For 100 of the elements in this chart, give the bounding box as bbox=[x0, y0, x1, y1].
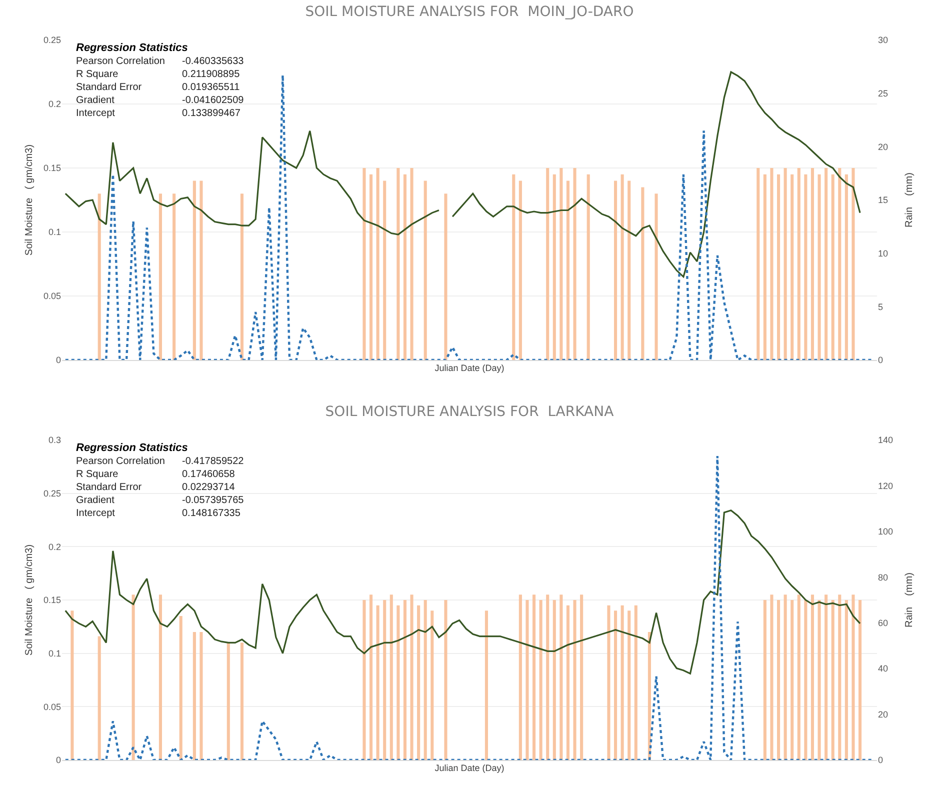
bar bbox=[403, 600, 407, 760]
bar bbox=[430, 610, 434, 760]
annotation: R Square bbox=[76, 69, 119, 80]
bar bbox=[784, 594, 787, 760]
bar bbox=[641, 187, 644, 360]
y-tick-label: 0.15 bbox=[43, 163, 61, 174]
bar bbox=[546, 594, 550, 760]
bar bbox=[226, 642, 230, 760]
y-tick-label: 0 bbox=[56, 355, 61, 366]
y2-tick-label: 20 bbox=[878, 709, 888, 720]
annotation: 0.02293714 bbox=[182, 482, 236, 493]
bar bbox=[620, 605, 624, 760]
bar bbox=[844, 174, 848, 360]
bar bbox=[763, 600, 766, 760]
bar bbox=[192, 180, 196, 360]
bar bbox=[776, 174, 780, 360]
bar bbox=[790, 174, 794, 360]
y2-tick-label: 120 bbox=[878, 480, 894, 491]
y2-tick-label: 20 bbox=[878, 142, 888, 152]
bar bbox=[784, 168, 787, 360]
bar bbox=[132, 594, 135, 760]
bar bbox=[810, 594, 814, 760]
bar bbox=[797, 168, 800, 360]
y-axis-title: Soil Moisture ( gm/cm3) bbox=[24, 144, 35, 256]
y2-tick-label: 30 bbox=[878, 35, 888, 46]
bar bbox=[552, 174, 556, 360]
bar bbox=[240, 194, 244, 360]
bar bbox=[369, 174, 373, 360]
bar bbox=[396, 605, 400, 760]
bar bbox=[526, 600, 529, 760]
chart-title: SOIL MOISTURE ANALYSIS FOR LARKANA bbox=[325, 404, 614, 420]
bar bbox=[818, 174, 821, 360]
bar bbox=[539, 600, 542, 760]
bar bbox=[824, 168, 828, 360]
bar bbox=[654, 194, 658, 360]
bar bbox=[818, 600, 821, 760]
bar bbox=[838, 594, 842, 760]
bar bbox=[403, 174, 407, 360]
bar bbox=[614, 610, 618, 760]
bar bbox=[763, 174, 766, 360]
bar bbox=[70, 610, 74, 760]
bar bbox=[158, 594, 162, 760]
y2-tick-label: 40 bbox=[878, 664, 888, 674]
bar bbox=[200, 180, 203, 360]
bar bbox=[390, 594, 393, 760]
bar bbox=[200, 632, 203, 760]
annotation: 0.211908895 bbox=[182, 69, 240, 80]
y-tick-label: 0 bbox=[56, 755, 61, 766]
annotation: R Square bbox=[76, 469, 119, 480]
bar bbox=[838, 168, 842, 360]
bar bbox=[566, 605, 570, 760]
bar bbox=[831, 600, 834, 760]
y-tick-label: 0.3 bbox=[48, 435, 61, 446]
y2-tick-label: 0 bbox=[878, 355, 884, 366]
bar bbox=[852, 594, 855, 760]
bar bbox=[444, 600, 448, 760]
bar bbox=[844, 600, 848, 760]
y2-axis-title: Rain (mm) bbox=[904, 172, 915, 228]
bar bbox=[518, 594, 522, 760]
bar bbox=[362, 168, 366, 360]
bar bbox=[824, 594, 828, 760]
bar bbox=[383, 180, 386, 360]
bar bbox=[573, 600, 576, 760]
bar bbox=[424, 180, 427, 360]
bar bbox=[620, 174, 624, 360]
y2-axis-title: Rain (mm) bbox=[904, 572, 915, 628]
bar bbox=[484, 610, 488, 760]
bar bbox=[770, 594, 774, 760]
bar bbox=[410, 168, 414, 360]
bar bbox=[804, 600, 808, 760]
annotation: Regression Statistics bbox=[76, 42, 188, 54]
y-tick-label: 0.2 bbox=[48, 99, 61, 110]
bar bbox=[797, 594, 800, 760]
annotation: -0.057395765 bbox=[182, 495, 244, 506]
bar bbox=[566, 180, 570, 360]
y2-tick-label: 10 bbox=[878, 248, 888, 258]
bar bbox=[240, 642, 244, 760]
annotation: Pearson Correlation bbox=[76, 456, 165, 467]
y2-tick-label: 60 bbox=[878, 618, 888, 628]
chart-title: SOIL MOISTURE ANALYSIS FOR MOIN_JO-DARO bbox=[305, 4, 634, 20]
bar bbox=[607, 605, 610, 760]
y-tick-label: 0.25 bbox=[43, 35, 61, 46]
annotation: -0.041602509 bbox=[182, 95, 244, 106]
annotation: Intercept bbox=[76, 508, 116, 519]
bar bbox=[634, 605, 638, 760]
bar bbox=[552, 600, 556, 760]
bar bbox=[628, 610, 631, 760]
bar bbox=[858, 600, 862, 760]
line-series bbox=[64, 510, 861, 674]
annotation: Regression Statistics bbox=[76, 442, 188, 454]
bar bbox=[376, 168, 380, 360]
bar bbox=[362, 600, 366, 760]
annotation: 0.133899467 bbox=[182, 108, 241, 119]
bar bbox=[573, 168, 576, 360]
y-tick-label: 0.05 bbox=[43, 702, 61, 712]
annotation: Standard Error bbox=[76, 82, 142, 93]
bar bbox=[852, 168, 855, 360]
annotation: Intercept bbox=[76, 108, 116, 119]
y2-tick-label: 140 bbox=[878, 435, 894, 446]
y-tick-label: 0.25 bbox=[43, 488, 61, 498]
